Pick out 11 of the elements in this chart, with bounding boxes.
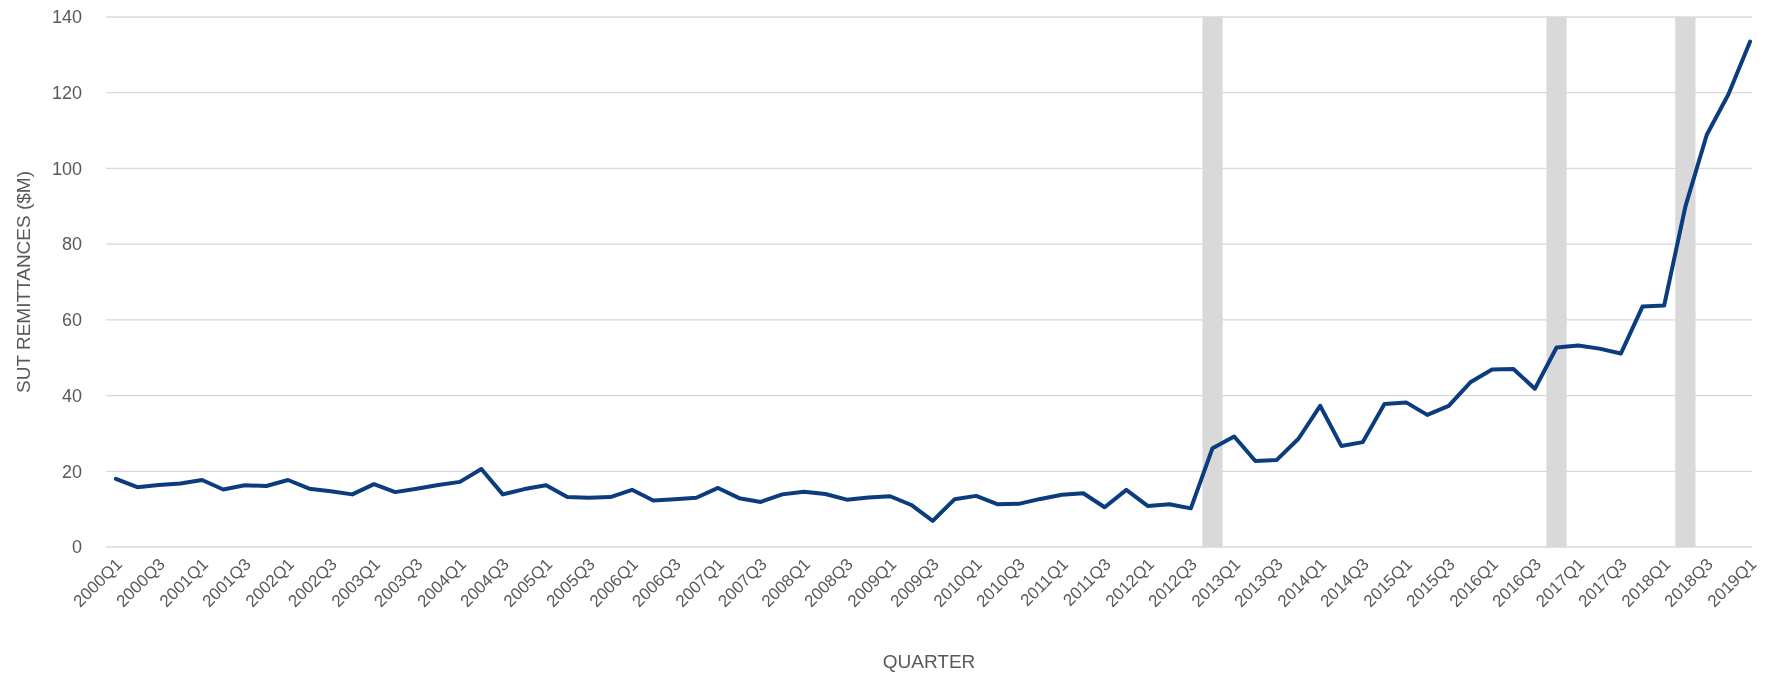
y-tick-label: 40 — [61, 385, 82, 406]
y-tick-label: 120 — [51, 83, 82, 104]
y-tick-label: 20 — [61, 461, 82, 482]
y-tick-label: 140 — [51, 7, 82, 28]
line-series — [113, 39, 1753, 523]
y-tick-label: 100 — [51, 158, 82, 179]
y-tick-label: 0 — [71, 537, 82, 558]
y-axis-title: SUT REMITTANCES ($M) — [13, 170, 34, 394]
y-tick-label: 60 — [61, 310, 82, 331]
x-axis-title: QUARTER — [882, 651, 976, 672]
y-tick-label: 80 — [61, 234, 82, 255]
